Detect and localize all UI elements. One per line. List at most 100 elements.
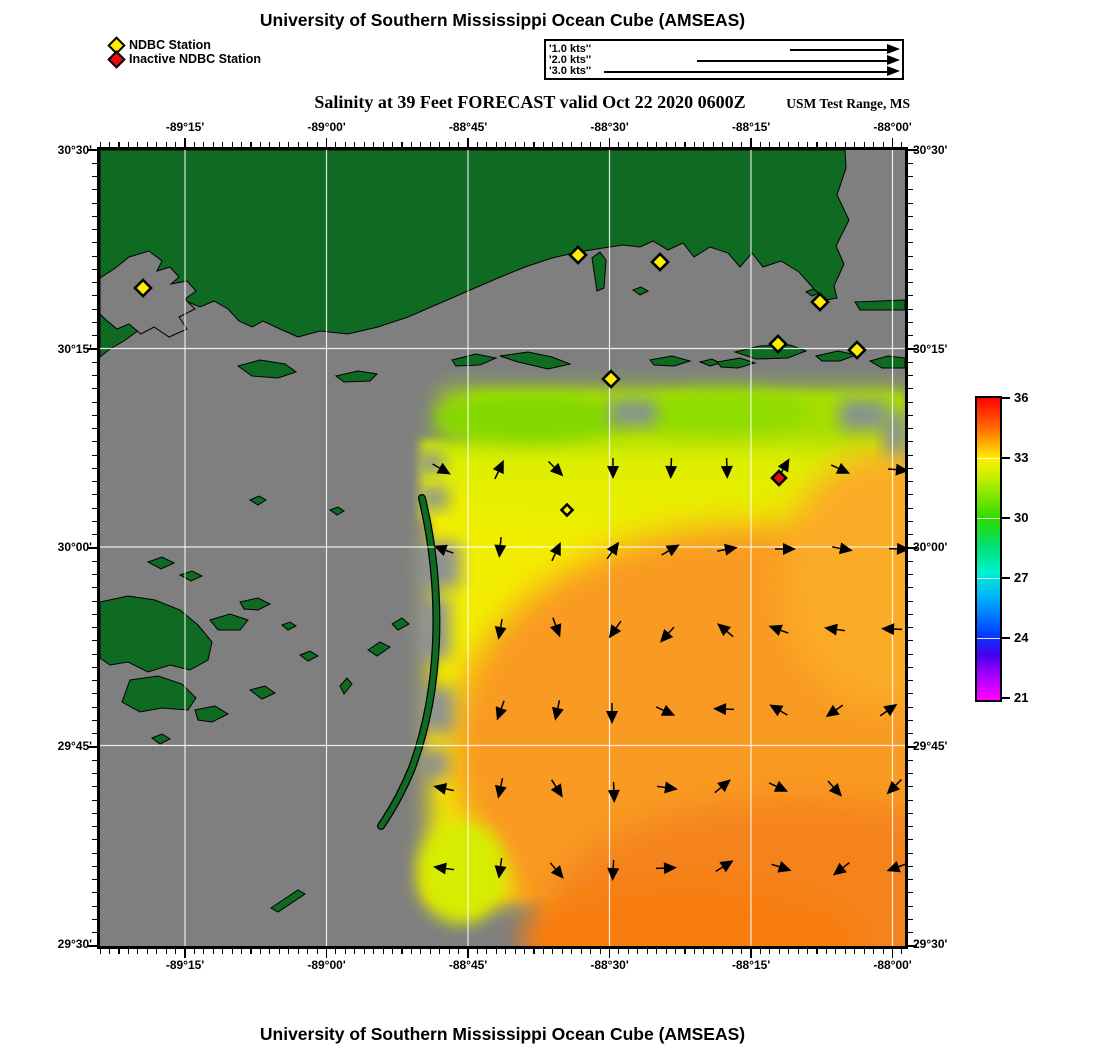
axis-tick-top (165, 142, 167, 147)
axis-tick-top (750, 138, 752, 147)
legend-label: Inactive NDBC Station (129, 52, 261, 66)
axis-tick-bottom (637, 949, 639, 954)
current-vector-arrow-icon (657, 781, 678, 794)
colorbar-tick-label: 36 (1014, 390, 1029, 405)
axis-tick-top (797, 142, 799, 147)
axis-tick-right (908, 215, 913, 217)
axis-tick-top (241, 142, 243, 147)
axis-tick-left (88, 746, 97, 748)
axis-tick-bottom (420, 949, 422, 954)
axis-tick-bottom (825, 949, 827, 954)
current-vector-arrow-icon (888, 542, 905, 555)
axis-tick-top (297, 142, 299, 147)
axis-tick-bottom (231, 949, 233, 954)
scale-arrow-head-icon (887, 66, 900, 76)
lat-axis-label-right: 30°00' (913, 540, 948, 554)
axis-tick-left (92, 627, 97, 629)
scale-label: '1.0 kts'' (549, 43, 592, 55)
axis-tick-bottom (854, 949, 856, 954)
ndbc-station-marker (810, 292, 830, 312)
axis-tick-bottom (542, 949, 544, 954)
axis-tick-right (908, 666, 913, 668)
axis-tick-right (908, 335, 913, 337)
axis-tick-bottom (778, 949, 780, 954)
axis-tick-bottom (278, 949, 280, 954)
axis-tick-top (250, 142, 252, 147)
axis-tick-top (825, 142, 827, 147)
current-vector-arrow-icon (549, 617, 562, 638)
current-vector-arrow-icon (494, 778, 507, 799)
axis-tick-bottom (618, 949, 620, 954)
current-vector-arrow-icon (768, 780, 789, 792)
axis-tick-bottom (193, 949, 195, 954)
axis-tick-bottom (175, 949, 177, 954)
scale-row-1kt: '1.0 kts'' (546, 43, 902, 56)
axis-tick-top (882, 142, 884, 147)
axis-tick-left (92, 335, 97, 337)
current-vector-arrow-icon (713, 703, 735, 716)
axis-tick-top (278, 142, 280, 147)
axis-tick-right (908, 839, 913, 841)
lon-axis-label-top: -89°00' (307, 120, 346, 134)
lon-axis-label-bottom: -89°00' (307, 958, 346, 972)
axis-tick-left (88, 547, 97, 549)
colorbar-gridline (977, 458, 1000, 459)
current-vector-arrow-icon (714, 779, 731, 794)
axis-tick-bottom (552, 949, 554, 954)
axis-tick-bottom (514, 949, 516, 954)
colorbar-tick (1002, 577, 1010, 579)
axis-tick-left (92, 175, 97, 178)
scale-row-2kt: '2.0 kts'' (546, 54, 902, 67)
lat-axis-label-right: 29°30' (913, 937, 948, 951)
axis-tick-top (344, 142, 346, 147)
axis-tick-left (92, 865, 97, 867)
axis-tick-bottom (429, 949, 431, 954)
axis-tick-right (908, 865, 913, 867)
axis-tick-top (495, 142, 497, 147)
axis-tick-bottom (807, 949, 809, 954)
axis-tick-left (92, 905, 97, 907)
scale-arrow-shaft (697, 60, 890, 62)
axis-tick-bottom (363, 949, 365, 954)
axis-tick-left (92, 162, 97, 164)
axis-tick-bottom (401, 949, 403, 954)
axis-tick-right (908, 229, 913, 231)
axis-tick-bottom (458, 949, 460, 954)
axis-tick-top (307, 142, 309, 147)
axis-tick-bottom (288, 949, 290, 954)
ndbc-station-marker (133, 278, 153, 298)
axis-tick-left (92, 467, 97, 469)
axis-tick-top (363, 142, 365, 147)
axis-tick-top (382, 142, 384, 147)
axis-tick-top (146, 142, 148, 147)
axis-tick-left (92, 839, 97, 841)
axis-tick-right (908, 627, 913, 629)
axis-tick-bottom (750, 949, 752, 958)
axis-tick-right (908, 547, 917, 549)
axis-tick-bottom (335, 949, 337, 954)
axis-tick-right (908, 932, 913, 934)
colorbar-tick (1002, 457, 1010, 459)
colorbar-tick-label: 33 (1014, 450, 1029, 465)
axis-tick-left (92, 852, 97, 854)
axis-tick-right (908, 189, 913, 191)
map-frame-border (97, 147, 908, 949)
axis-tick-right (908, 613, 913, 615)
current-vector-arrow-icon (775, 543, 796, 555)
colorbar-gridline (977, 578, 1000, 579)
lon-axis-label-top: -88°30' (590, 120, 629, 134)
axis-tick-right (908, 348, 917, 350)
axis-tick-top (316, 142, 318, 147)
axis-tick-right (908, 467, 913, 469)
axis-tick-left (92, 282, 97, 284)
axis-tick-left (92, 706, 97, 708)
axis-tick-bottom (250, 949, 252, 954)
current-vector-arrow-icon (886, 778, 903, 795)
axis-tick-top (665, 142, 667, 147)
axis-tick-top (608, 138, 611, 147)
scale-arrow-head-icon (887, 55, 900, 65)
axis-tick-top (137, 142, 139, 147)
axis-tick-bottom (297, 949, 299, 954)
axis-tick-top (354, 142, 356, 147)
axis-tick-left (92, 640, 97, 642)
